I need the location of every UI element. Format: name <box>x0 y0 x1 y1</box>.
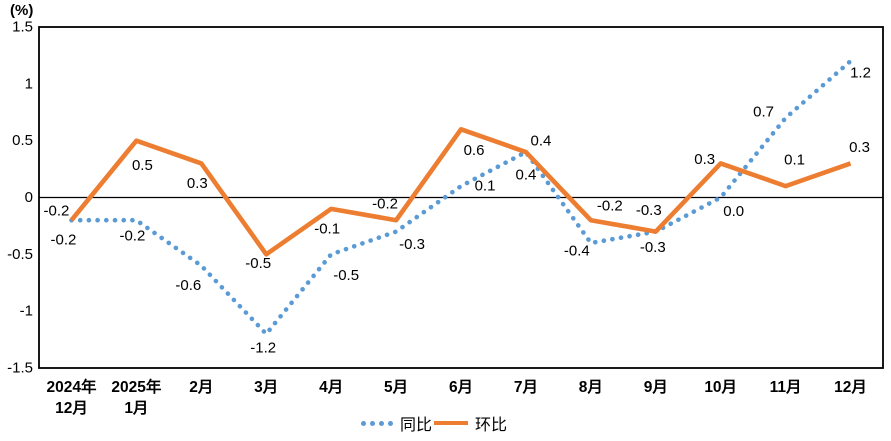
yoy-series-dotted-marker-icon <box>361 420 393 426</box>
yoy-series-data-label: -0.4 <box>564 242 590 259</box>
mom-series-data-label: 0.6 <box>464 142 485 159</box>
yoy-series-data-label: -0.3 <box>399 236 425 253</box>
y-axis-tick-label: 1.5 <box>12 19 33 36</box>
x-axis-tick-label: 12月 <box>834 378 867 396</box>
mom-series-data-label: -0.2 <box>597 198 623 215</box>
yoy-legend-label: 同比 <box>400 417 433 434</box>
yoy-series-data-label: -1.2 <box>250 339 276 356</box>
y-axis-unit-label: (%) <box>10 2 34 19</box>
yoy-series-data-label: 1.2 <box>850 65 871 82</box>
x-axis-tick-label: 4月 <box>319 378 343 396</box>
yoy-series-data-label: 0.7 <box>753 103 774 120</box>
x-axis-tick-label: 5月 <box>384 378 408 396</box>
y-axis-tick-label: -1 <box>20 303 33 320</box>
x-axis-tick-label: 2月 <box>189 378 213 396</box>
mom-series-data-label: 0.5 <box>132 157 153 174</box>
yoy-series-line <box>69 58 853 337</box>
mom-series-data-label: -0.3 <box>636 202 662 219</box>
x-axis-tick-label: 6月 <box>449 378 473 396</box>
yoy-series-data-label: 0.1 <box>475 178 496 195</box>
mom-series-data-label: -0.1 <box>314 220 340 237</box>
y-axis-tick-label: 0 <box>25 189 33 206</box>
x-axis-tick-label: 2025年 1月 <box>111 377 161 417</box>
x-axis-tick-label: 11月 <box>770 378 802 396</box>
mom-series-data-label: 0.3 <box>187 175 208 192</box>
x-axis-tick-label: 8月 <box>579 378 603 396</box>
mom-series-data-label: 0.4 <box>530 133 551 150</box>
mom-series-data-label: 0.1 <box>784 152 805 169</box>
mom-series-data-label: -0.2 <box>44 203 70 220</box>
yoy-series-data-label: 0.0 <box>723 203 744 220</box>
x-axis-tick-label: 9月 <box>644 378 668 396</box>
x-axis-tick-label: 10月 <box>704 378 737 396</box>
yoy-series-data-label: -0.6 <box>175 277 201 294</box>
y-axis-tick-label: -1.5 <box>7 360 33 377</box>
y-axis-tick-label: 1 <box>25 75 33 92</box>
mom-series-data-label: -0.2 <box>372 196 398 213</box>
y-axis-tick-label: 0.5 <box>12 132 33 149</box>
yoy-series-data-label: -0.2 <box>119 228 145 245</box>
legend: 同比 环比 <box>361 412 507 434</box>
mom-legend-label: 环比 <box>475 417 508 434</box>
mom-series-data-label: 0.3 <box>694 151 715 168</box>
x-axis-tick-label: 2024年 12月 <box>46 377 96 417</box>
mom-series-data-label: -0.5 <box>245 255 271 272</box>
y-axis-tick-label: -0.5 <box>7 246 33 263</box>
mom-series-solid-marker-icon <box>434 421 469 425</box>
mom-series-data-label: 0.3 <box>849 139 870 156</box>
x-axis-tick-label: 3月 <box>254 378 278 396</box>
yoy-series-data-label: -0.2 <box>51 232 77 249</box>
mom-series-line <box>69 127 852 257</box>
yoy-series-data-label: 0.4 <box>515 167 536 184</box>
x-axis-tick-label: 7月 <box>514 378 538 396</box>
yoy-series-data-label: -0.5 <box>333 267 359 284</box>
yoy-series-data-label: -0.3 <box>640 239 666 256</box>
